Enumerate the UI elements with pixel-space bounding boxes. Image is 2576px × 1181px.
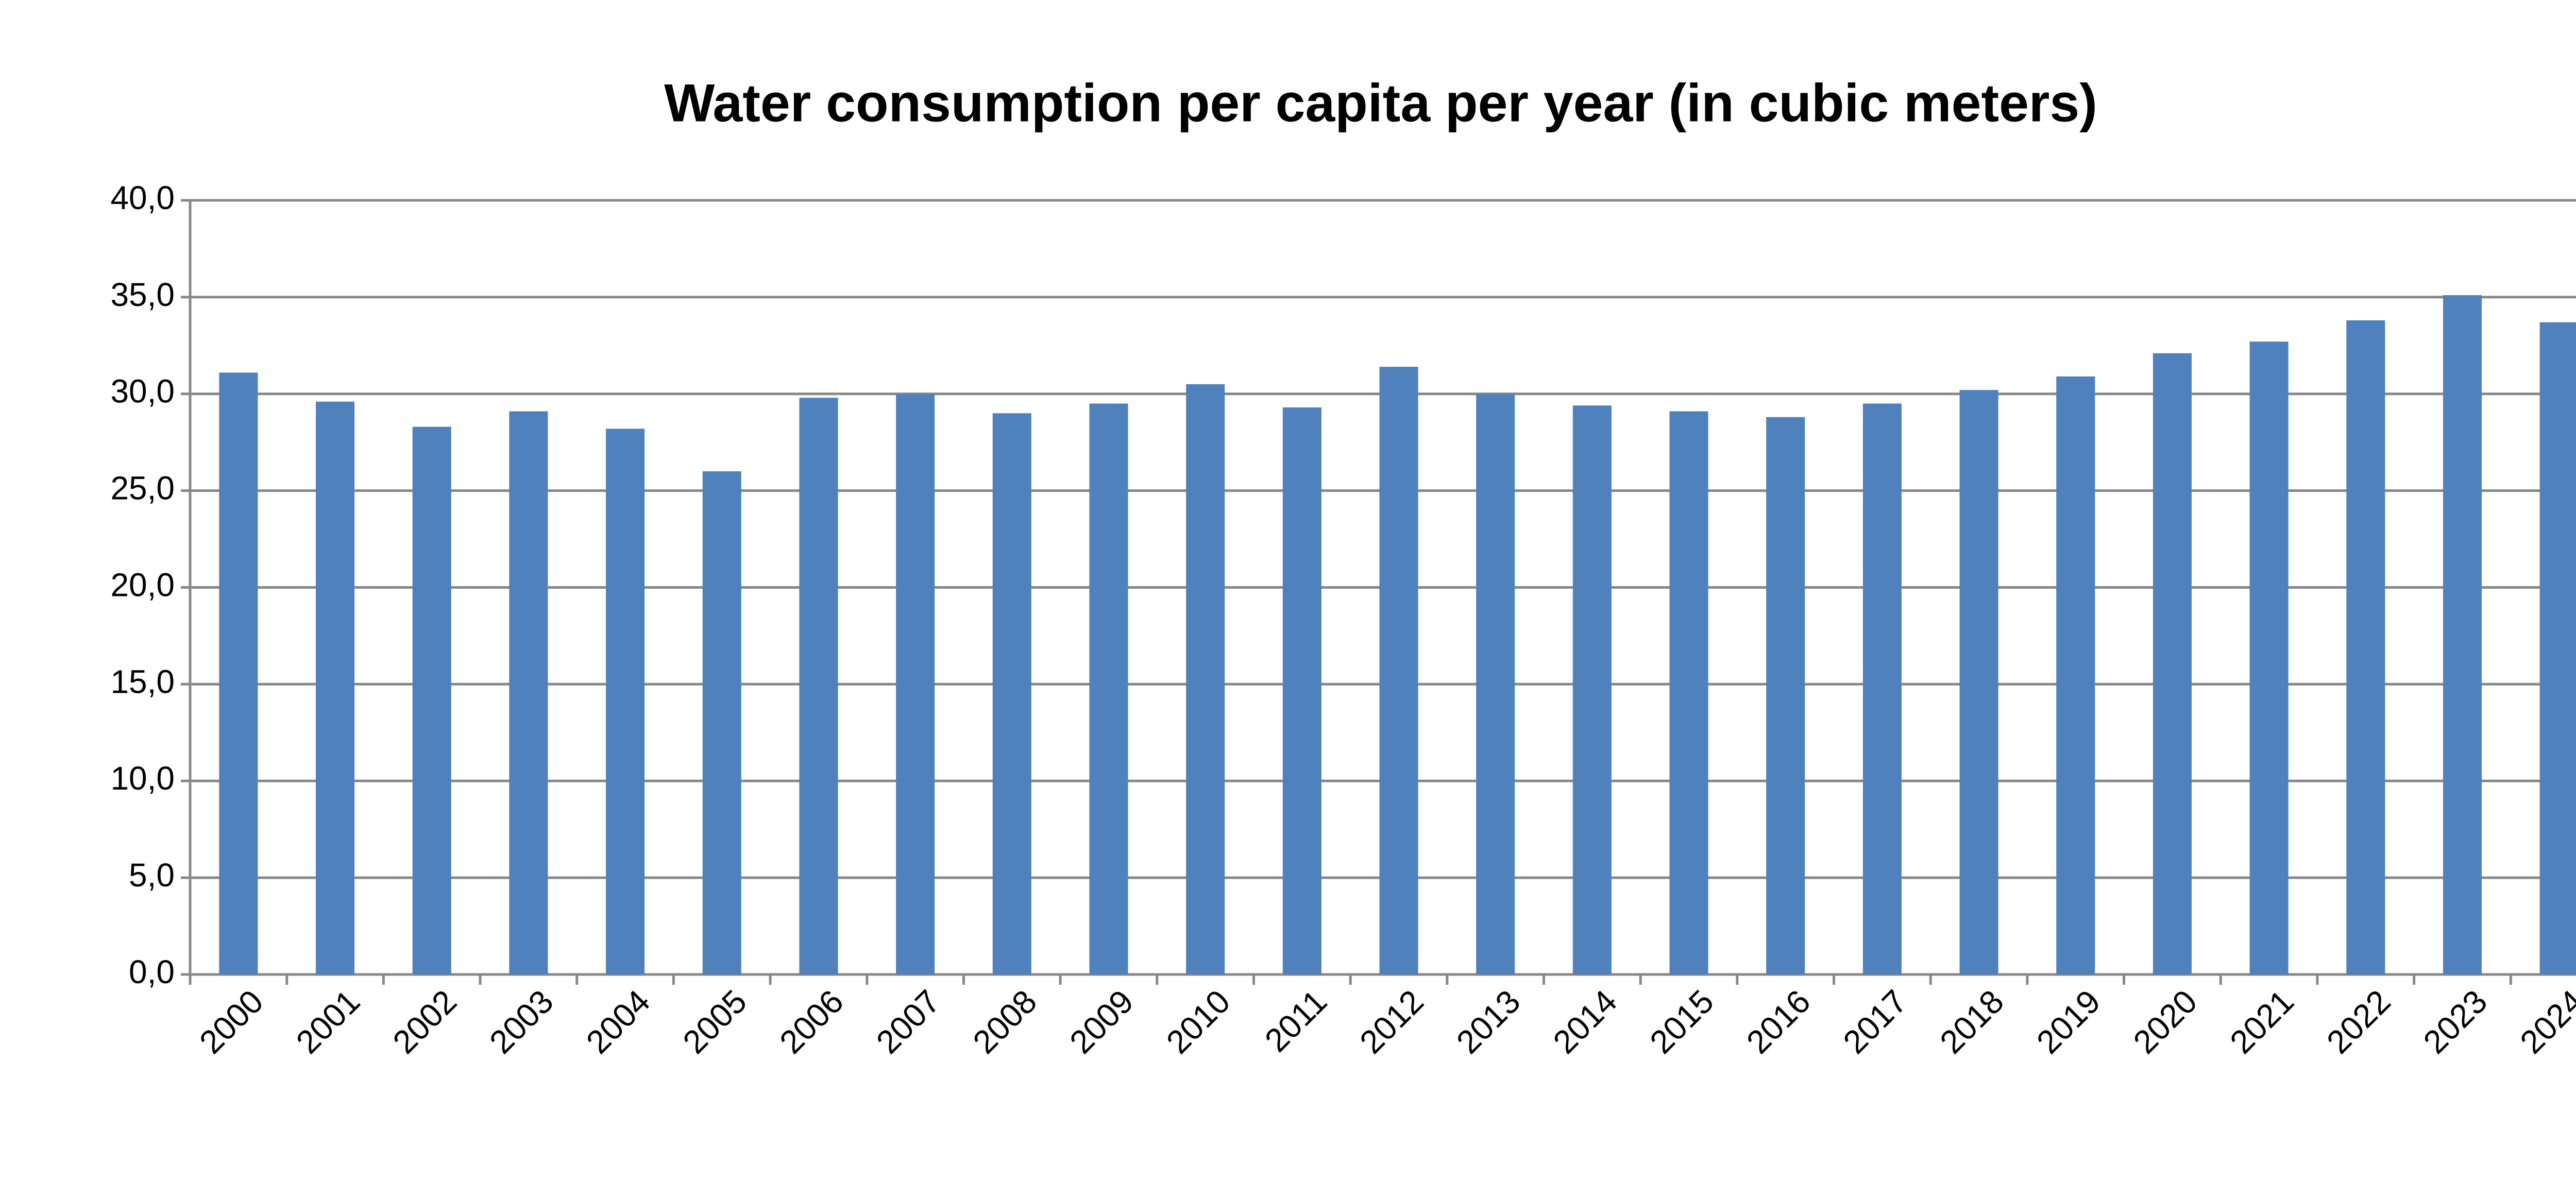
x-tick-label: 2017 xyxy=(1836,983,1914,1061)
x-tick-label: 2007 xyxy=(869,983,947,1061)
x-tick-label: 2020 xyxy=(2126,983,2205,1061)
bar xyxy=(1766,417,1805,974)
chart-title: Water consumption per capita per year (i… xyxy=(664,73,2097,133)
x-tick-label: 2023 xyxy=(2416,983,2495,1061)
bar xyxy=(799,398,838,974)
x-tick-label: 2016 xyxy=(1739,983,1818,1061)
bar xyxy=(1959,390,1998,974)
x-tick-label: 2010 xyxy=(1159,983,1238,1061)
x-tick-label: 2024 xyxy=(2513,983,2576,1061)
bar xyxy=(702,471,741,974)
x-tick-label: 2006 xyxy=(772,983,851,1061)
x-tick-label: 2004 xyxy=(579,983,657,1061)
bar xyxy=(412,426,451,975)
y-tick-label: 35,0 xyxy=(110,276,175,313)
bar xyxy=(1379,367,1418,974)
bar xyxy=(2443,295,2482,975)
y-tick-label: 30,0 xyxy=(110,373,175,410)
x-tick-label: 2018 xyxy=(1933,983,2011,1061)
y-tick-label: 25,0 xyxy=(110,470,175,507)
bar xyxy=(2539,322,2576,975)
x-tick-label: 2005 xyxy=(676,983,754,1061)
x-tick-label: 2008 xyxy=(966,983,1044,1061)
bar xyxy=(1089,403,1128,974)
bar xyxy=(1476,393,1515,974)
x-tick-label: 2002 xyxy=(385,983,464,1061)
y-tick-label: 0,0 xyxy=(129,953,175,990)
bar xyxy=(219,372,258,974)
x-tick-label: 2003 xyxy=(482,983,561,1061)
bar xyxy=(2153,353,2192,974)
x-tick-label: 2000 xyxy=(192,983,270,1061)
x-tick-label: 2014 xyxy=(1546,983,1624,1061)
bar xyxy=(2249,341,2289,974)
bar xyxy=(1669,411,1708,974)
bar xyxy=(509,411,548,974)
x-tick-label: 2009 xyxy=(1062,983,1141,1061)
bar xyxy=(1282,407,1321,974)
x-tick-label: 2022 xyxy=(2319,983,2398,1061)
y-tick-label: 15,0 xyxy=(110,663,175,700)
bar xyxy=(2056,376,2095,974)
x-tick-label: 2001 xyxy=(289,983,367,1061)
x-tick-label: 2012 xyxy=(1352,983,1431,1061)
bar xyxy=(992,413,1031,975)
bar xyxy=(896,393,935,974)
bar xyxy=(315,401,355,974)
bar xyxy=(2346,320,2385,974)
bar xyxy=(606,429,645,974)
bar xyxy=(1572,405,1612,975)
x-tick-label: 2015 xyxy=(1642,983,1721,1061)
bar xyxy=(1862,403,1902,974)
x-tick-label: 2019 xyxy=(2029,983,2108,1061)
x-tick-label: 2021 xyxy=(2223,983,2301,1061)
x-tick-label: 2013 xyxy=(1449,983,1528,1061)
bar xyxy=(1186,384,1225,974)
x-tick-label: 2011 xyxy=(1258,983,1334,1059)
y-tick-label: 5,0 xyxy=(129,857,175,894)
y-tick-label: 20,0 xyxy=(110,566,175,603)
y-tick-label: 40,0 xyxy=(110,179,175,216)
y-tick-label: 10,0 xyxy=(110,760,175,797)
